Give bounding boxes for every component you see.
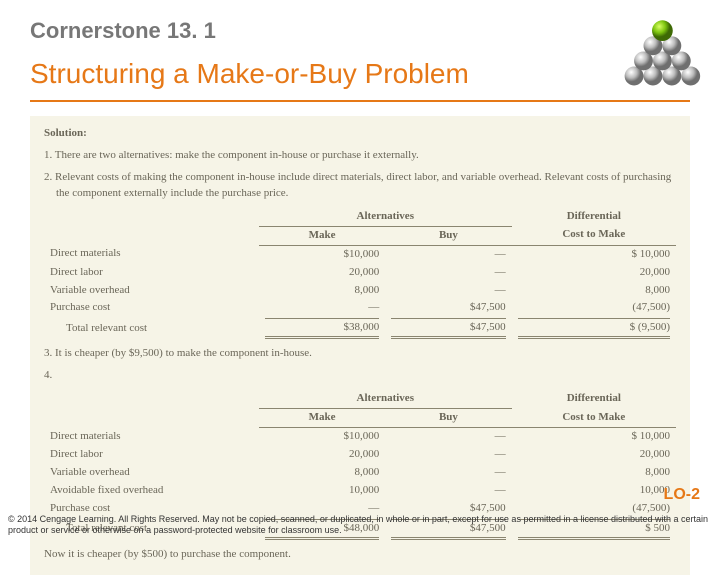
page-title: Structuring a Make-or-Buy Problem bbox=[30, 58, 690, 90]
table-row: Direct materials$10,000—$ 10,000 bbox=[44, 245, 676, 263]
table-total-row: Total relevant cost$38,000$47,500$ (9,50… bbox=[44, 317, 676, 340]
table-row: Direct labor20,000—20,000 bbox=[44, 264, 676, 282]
col-make: Make bbox=[259, 409, 385, 428]
copyright-text: © 2014 Cengage Learning. All Rights Rese… bbox=[8, 514, 712, 537]
diff-header-l2: Cost to Make bbox=[512, 226, 676, 245]
table-row: Variable overhead8,000—8,000 bbox=[44, 464, 676, 482]
diff-header-l2: Cost to Make bbox=[512, 409, 676, 428]
solution-item-2: 2. Relevant costs of making the componen… bbox=[44, 170, 676, 202]
header: Cornerstone 13. 1 Structuring a Make-or-… bbox=[0, 0, 720, 90]
solution-item-4: 4. bbox=[44, 368, 676, 384]
solution-item-3: 3. It is cheaper (by $9,500) to make the… bbox=[44, 346, 676, 362]
table-row: Variable overhead8,000—8,000 bbox=[44, 282, 676, 300]
table-row: Avoidable fixed overhead10,000—10,000 bbox=[44, 482, 676, 500]
solution-heading: Solution: bbox=[44, 126, 676, 142]
col-buy: Buy bbox=[385, 226, 511, 245]
diff-header-l1: Differential bbox=[512, 208, 676, 226]
table-row: Direct materials$10,000—$ 10,000 bbox=[44, 428, 676, 446]
divider bbox=[30, 100, 690, 102]
table-row: Purchase cost—$47,500(47,500) bbox=[44, 299, 676, 317]
solution-closing: Now it is cheaper (by $500) to purchase … bbox=[44, 547, 676, 563]
spheres-icon bbox=[613, 8, 708, 93]
cornerstone-label: Cornerstone 13. 1 bbox=[30, 18, 690, 44]
alt-header: Alternatives bbox=[259, 208, 512, 226]
alternatives-table-a: AlternativesDifferential MakeBuyCost to … bbox=[44, 208, 676, 341]
table-row: Direct labor20,000—20,000 bbox=[44, 446, 676, 464]
solution-item-1: 1. There are two alternatives: make the … bbox=[44, 148, 676, 164]
alt-header: Alternatives bbox=[259, 390, 512, 408]
col-buy: Buy bbox=[385, 409, 511, 428]
solution-box: Solution: 1. There are two alternatives:… bbox=[30, 116, 690, 575]
diff-header-l1: Differential bbox=[512, 390, 676, 408]
col-make: Make bbox=[259, 226, 385, 245]
lo-tag: LO-2 bbox=[664, 486, 700, 504]
